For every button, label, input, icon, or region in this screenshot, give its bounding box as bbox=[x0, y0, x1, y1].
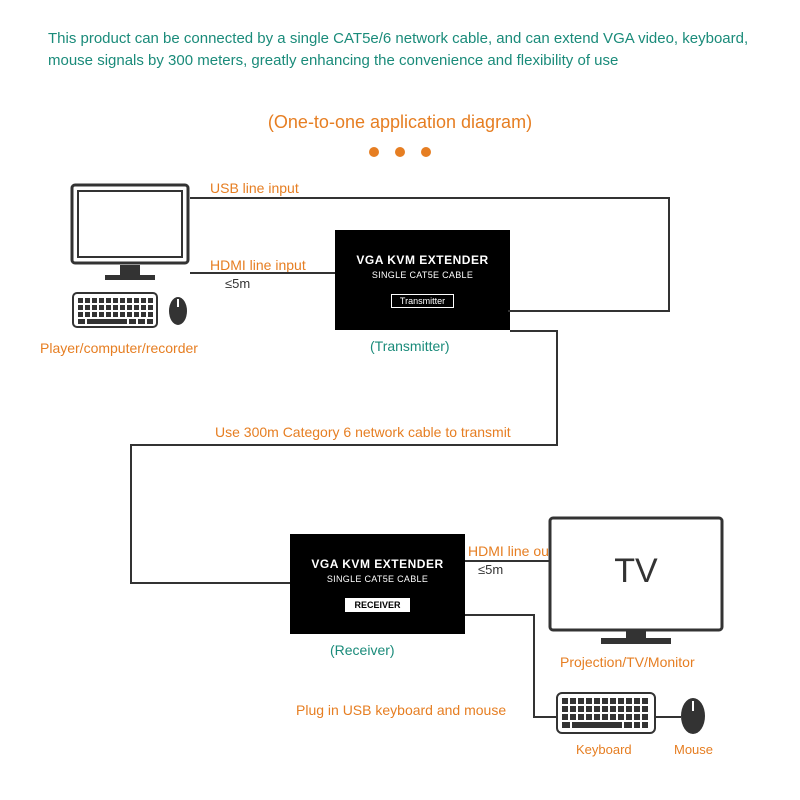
product-description: This product can be connected by a singl… bbox=[48, 28, 760, 72]
pc-keyboard-icon bbox=[72, 292, 158, 333]
usb-out-line bbox=[465, 614, 535, 616]
extender-sub: SINGLE CAT5E CABLE bbox=[372, 270, 473, 280]
player-label: Player/computer/recorder bbox=[40, 340, 198, 356]
hdmi-out-line bbox=[465, 560, 550, 562]
keyboard-label: Keyboard bbox=[576, 742, 632, 757]
hdmi-input-distance: ≤5m bbox=[225, 276, 250, 291]
usb-line bbox=[508, 310, 670, 312]
net-line bbox=[130, 444, 132, 584]
extender-sub: SINGLE CAT5E CABLE bbox=[327, 574, 428, 584]
usb-out-line bbox=[533, 716, 558, 718]
usb-periph-label: Plug in USB keyboard and mouse bbox=[296, 702, 506, 718]
pc-monitor-icon bbox=[70, 183, 190, 288]
net-line bbox=[130, 444, 558, 446]
net-line bbox=[556, 330, 558, 444]
transmitter-label: (Transmitter) bbox=[370, 338, 450, 354]
usb-line bbox=[668, 197, 670, 312]
usb-out-line bbox=[533, 614, 535, 718]
dot-icon bbox=[395, 147, 405, 157]
receiver-tag: RECEIVER bbox=[345, 598, 409, 612]
mouse-label: Mouse bbox=[674, 742, 713, 757]
net-line bbox=[510, 330, 558, 332]
extender-title: VGA KVM EXTENDER bbox=[311, 557, 443, 571]
rx-mouse-icon bbox=[680, 697, 706, 740]
dot-icon bbox=[421, 147, 431, 157]
transmitter-box: VGA KVM EXTENDER SINGLE CAT5E CABLE Tran… bbox=[335, 230, 510, 330]
tv-icon: TV bbox=[546, 512, 726, 653]
usb-line bbox=[190, 197, 670, 199]
cable-mid-label: Use 300m Category 6 network cable to tra… bbox=[215, 424, 511, 440]
receiver-box: VGA KVM EXTENDER SINGLE CAT5E CABLE RECE… bbox=[290, 534, 465, 634]
rx-keyboard-icon bbox=[556, 692, 656, 739]
decorative-dots bbox=[0, 144, 800, 162]
hdmi-in-line bbox=[190, 272, 335, 274]
net-line bbox=[130, 582, 290, 584]
dot-icon bbox=[369, 147, 379, 157]
projection-label: Projection/TV/Monitor bbox=[560, 654, 695, 670]
hdmi-input-label: HDMI line input bbox=[210, 257, 306, 273]
diagram-title: (One-to-one application diagram) bbox=[0, 112, 800, 133]
usb-input-label: USB line input bbox=[210, 180, 299, 196]
receiver-label: (Receiver) bbox=[330, 642, 395, 658]
extender-title: VGA KVM EXTENDER bbox=[356, 253, 488, 267]
transmitter-tag: Transmitter bbox=[391, 294, 454, 308]
usb-out-line bbox=[656, 716, 681, 718]
tv-text-svg: TV bbox=[614, 552, 658, 590]
pc-mouse-icon bbox=[168, 296, 188, 331]
hdmi-output-distance: ≤5m bbox=[478, 562, 503, 577]
